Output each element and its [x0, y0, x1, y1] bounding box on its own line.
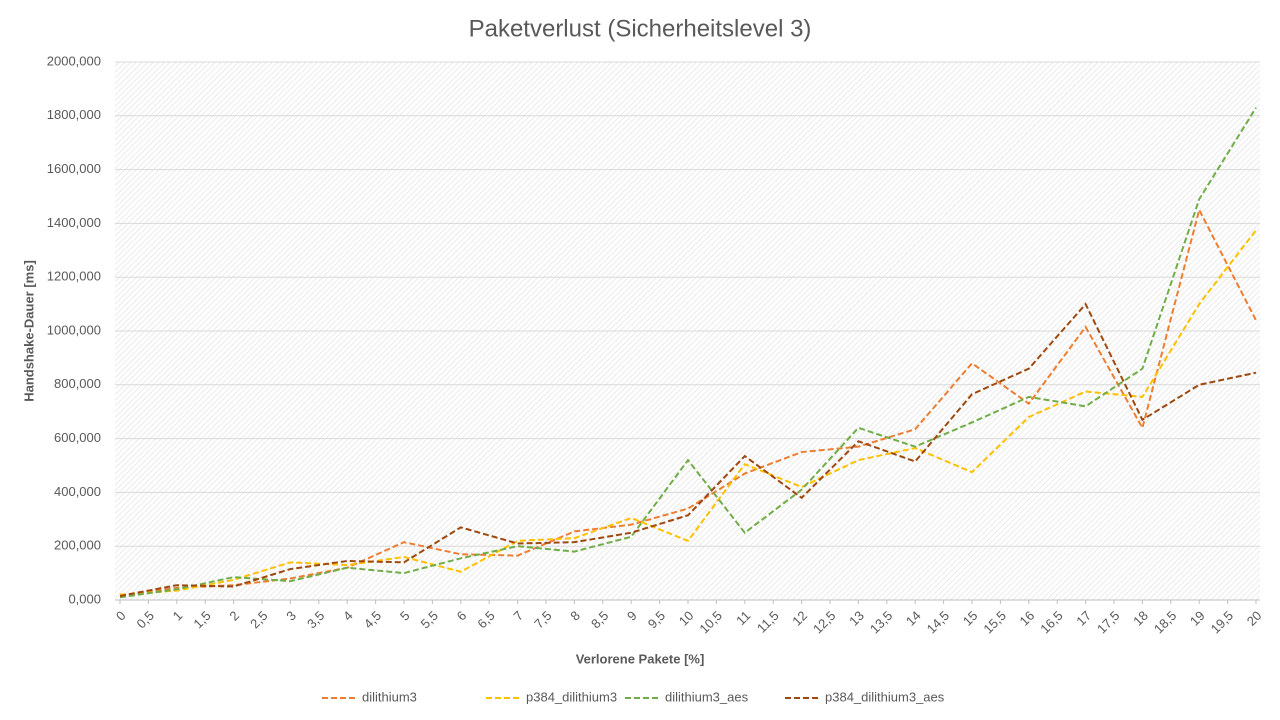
y-tick-label: 1800,000	[47, 107, 101, 122]
legend-label: p384_dilithium3	[526, 689, 617, 704]
y-axis-title: Handshake-Dauer [ms]	[21, 260, 36, 402]
legend-label: dilithium3_aes	[665, 689, 749, 704]
y-tick-label: 400,000	[54, 484, 101, 499]
y-tick-label: 1200,000	[47, 269, 101, 284]
series-line	[119, 207, 1257, 597]
y-tick-label: 1400,000	[47, 215, 101, 230]
y-tick-label: 2000,000	[47, 53, 101, 68]
series-line	[119, 302, 1257, 597]
x-axis-title: Verlorene Pakete [%]	[576, 651, 705, 666]
chart-title: Paketverlust (Sicherheitslevel 3)	[469, 15, 812, 42]
legend-label: dilithium3	[362, 689, 417, 704]
series-line	[119, 107, 1257, 599]
y-tick-label: 1000,000	[47, 322, 101, 337]
y-tick-label: 0,000	[68, 591, 101, 606]
y-tick-label: 200,000	[54, 538, 101, 553]
y-tick-label: 800,000	[54, 376, 101, 391]
series-line	[119, 229, 1257, 596]
y-tick-label: 600,000	[54, 430, 101, 445]
legend-label: p384_dilithium3_aes	[825, 689, 945, 704]
y-tick-label: 1600,000	[47, 161, 101, 176]
